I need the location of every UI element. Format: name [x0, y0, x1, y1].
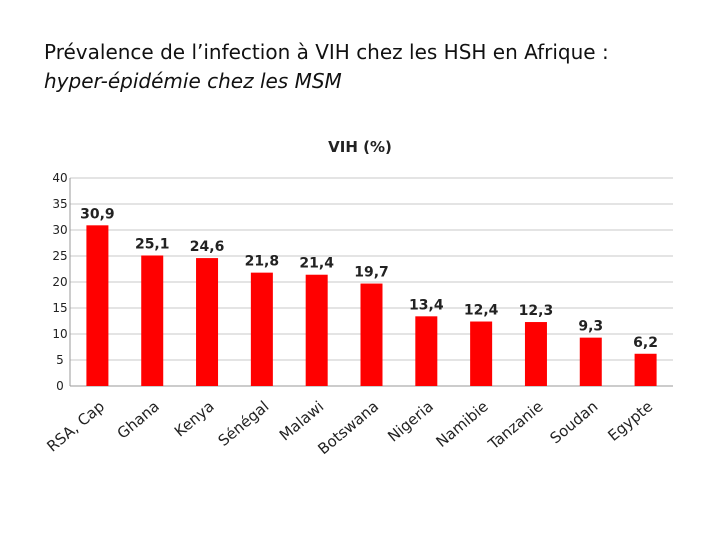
y-tick-label: 20	[52, 275, 67, 289]
bars	[86, 225, 657, 386]
data-label: 24,6	[190, 239, 225, 255]
x-tick-label: Botswana	[314, 397, 382, 458]
x-tick-label: RSA, Cap	[43, 397, 108, 455]
slide-title: Prévalence de l’infection à VIH chez les…	[44, 38, 704, 96]
bar	[250, 272, 273, 386]
x-tick-label: Sénégal	[215, 397, 273, 450]
x-tick-label: Ghana	[114, 397, 163, 442]
x-tick-label: Egypte	[604, 397, 656, 445]
data-label: 6,2	[633, 335, 658, 351]
x-tick-label: Tanzanie	[484, 397, 546, 453]
bar	[579, 337, 602, 386]
slide-title-line1: Prévalence de l’infection à VIH chez les…	[44, 40, 609, 64]
y-axis-ticks: 0 5 10 15 20 25 30 35 40	[52, 171, 67, 393]
bar	[141, 255, 164, 386]
x-tick-label: Nigeria	[384, 397, 437, 445]
data-label: 12,3	[519, 303, 554, 319]
y-tick-label: 10	[52, 327, 67, 341]
y-tick-label: 25	[52, 249, 67, 263]
x-tick-label: Kenya	[171, 397, 218, 440]
x-tick-label: Malawi	[276, 397, 327, 444]
y-tick-label: 15	[52, 301, 67, 315]
chart-title: VIH (%)	[328, 138, 392, 156]
y-tick-label: 30	[52, 223, 67, 237]
bar	[360, 283, 383, 386]
bar	[634, 353, 657, 386]
data-labels: 30,9 25,1 24,6 21,8 21,4 19,7 13,4 12,4 12,3 9,3 6…	[80, 206, 658, 350]
data-label: 13,4	[409, 297, 444, 313]
bar	[196, 258, 219, 386]
data-label: 19,7	[354, 265, 389, 281]
y-tick-label: 35	[52, 197, 67, 211]
bar	[524, 322, 547, 386]
slide-title-line2: hyper-épidémie chez les MSM	[44, 69, 342, 93]
data-label: 12,4	[464, 303, 499, 319]
data-label: 21,4	[299, 256, 334, 272]
x-tick-label: Soudan	[547, 397, 602, 447]
data-label: 21,8	[245, 254, 280, 270]
y-tick-label: 5	[56, 353, 64, 367]
data-label: 9,3	[578, 319, 603, 335]
data-label: 25,1	[135, 236, 170, 252]
bar	[305, 274, 328, 386]
data-label: 30,9	[80, 206, 115, 222]
x-tick-label: Namibie	[433, 397, 492, 451]
bar	[86, 225, 109, 386]
y-tick-label: 0	[56, 379, 64, 393]
bar	[470, 321, 493, 386]
y-tick-label: 40	[52, 171, 67, 185]
bar	[415, 316, 438, 386]
